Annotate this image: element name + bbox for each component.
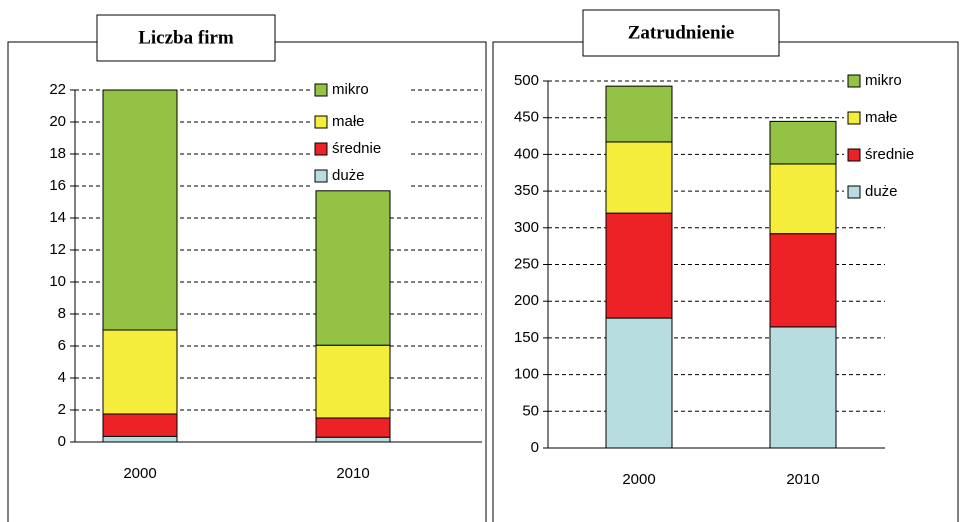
y-tick-label: 10	[49, 273, 66, 290]
legend-swatch	[314, 142, 328, 156]
legend-swatch	[314, 169, 328, 183]
y-tick-label: 6	[58, 337, 66, 354]
title-box	[96, 14, 276, 62]
bar-segment	[605, 317, 673, 449]
legend-label: średnie	[332, 140, 381, 157]
bar-segment	[102, 435, 178, 443]
title-box	[582, 9, 780, 57]
y-tick-label: 450	[514, 109, 539, 126]
legend-bg	[844, 70, 944, 203]
legend-label: mikro	[332, 81, 369, 98]
y-tick-label: 18	[49, 145, 66, 162]
y-tick-label: 200	[514, 292, 539, 309]
y-tick-label: 0	[58, 433, 66, 450]
bar-segment	[769, 163, 837, 235]
bar-segment	[769, 120, 837, 165]
bar-segment	[605, 85, 673, 143]
y-tick-label: 400	[514, 145, 539, 162]
chart-title: Zatrudnienie	[628, 22, 735, 43]
y-tick-label: 250	[514, 255, 539, 272]
y-tick-label: 12	[49, 241, 66, 258]
bar-segment	[605, 212, 673, 319]
chart-title: Liczba firm	[138, 27, 234, 48]
bar-segment	[315, 436, 391, 443]
bar-segment	[769, 233, 837, 328]
bar-segment	[315, 417, 391, 438]
legend-bg	[311, 79, 411, 187]
legend-swatch	[314, 83, 328, 97]
legend-swatch	[847, 148, 861, 162]
y-tick-label: 16	[49, 177, 66, 194]
x-tick-label: 2010	[786, 471, 819, 488]
bar-segment	[102, 413, 178, 437]
legend-label: duże	[332, 167, 365, 184]
legend-swatch	[847, 74, 861, 88]
legend-swatch	[847, 111, 861, 125]
y-tick-label: 100	[514, 366, 539, 383]
y-tick-label: 22	[49, 81, 66, 98]
bar-segment	[315, 190, 391, 346]
x-tick-label: 2000	[123, 465, 156, 482]
legend-swatch	[847, 185, 861, 199]
bar-segment	[102, 89, 178, 331]
legend-swatch	[314, 115, 328, 129]
y-tick-label: 4	[58, 369, 66, 386]
legend-label: małe	[865, 109, 898, 126]
y-tick-label: 20	[49, 113, 66, 130]
y-tick-label: 50	[522, 402, 539, 419]
y-tick-label: 350	[514, 182, 539, 199]
legend-label: duże	[865, 183, 898, 200]
y-tick-label: 2	[58, 401, 66, 418]
x-tick-label: 2010	[336, 465, 369, 482]
y-tick-label: 0	[531, 439, 539, 456]
legend-label: średnie	[865, 146, 914, 163]
y-tick-label: 14	[49, 209, 66, 226]
bar-segment	[315, 344, 391, 419]
legend-label: małe	[332, 113, 365, 130]
bar-segment	[605, 141, 673, 214]
y-tick-label: 150	[514, 329, 539, 346]
bar-segment	[102, 329, 178, 415]
bar-segment	[769, 326, 837, 449]
x-tick-label: 2000	[622, 471, 655, 488]
y-tick-label: 8	[58, 305, 66, 322]
y-tick-label: 500	[514, 72, 539, 89]
y-tick-label: 300	[514, 219, 539, 236]
legend-label: mikro	[865, 72, 902, 89]
